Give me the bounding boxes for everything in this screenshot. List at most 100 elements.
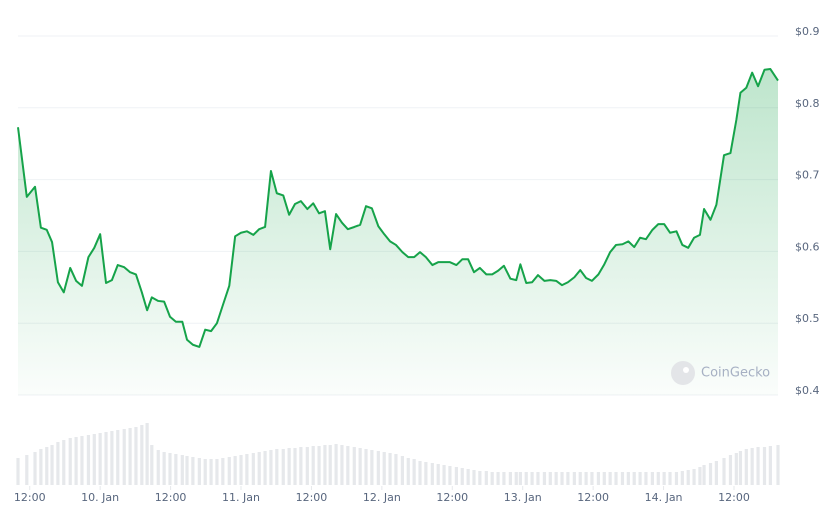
volume-bar xyxy=(168,453,172,485)
volume-bar xyxy=(104,432,108,485)
x-tick-label: 10. Jan xyxy=(81,491,119,504)
volume-bar xyxy=(110,431,114,485)
volume-bar xyxy=(708,463,713,485)
volume-bar xyxy=(478,471,482,485)
volume-bar xyxy=(536,472,540,485)
volume-bar xyxy=(245,454,249,485)
volume-bar xyxy=(275,449,279,485)
price-area xyxy=(18,69,778,395)
volume-bar xyxy=(156,450,160,485)
volume-bar xyxy=(602,472,606,485)
volume-bar xyxy=(394,454,398,485)
volume-bar xyxy=(776,445,780,485)
volume-bar xyxy=(299,447,303,485)
volume-bar xyxy=(74,437,78,485)
volume-bar xyxy=(738,451,743,485)
volume-bar xyxy=(548,472,552,485)
volume-bar xyxy=(418,461,422,485)
volume-bar xyxy=(50,445,54,485)
y-tick-label: $0.5 xyxy=(795,312,820,325)
volume-bar xyxy=(215,459,219,485)
volume-bar xyxy=(768,446,772,485)
volume-bar xyxy=(530,472,534,485)
volume-bar xyxy=(328,445,332,485)
volume-bar xyxy=(239,455,243,485)
volume-bar xyxy=(692,469,696,485)
volume-bar xyxy=(542,472,547,485)
volume-bar xyxy=(460,468,464,485)
volume-bar xyxy=(370,450,374,485)
volume-bar xyxy=(554,472,558,485)
volume-bar xyxy=(656,472,660,485)
volume-bar xyxy=(560,472,564,485)
volume-bar xyxy=(233,456,237,485)
volume-bar xyxy=(364,449,368,485)
volume-bar xyxy=(98,433,102,485)
x-tick-label: 12:00 xyxy=(436,491,468,504)
watermark: CoinGecko xyxy=(671,361,770,385)
volume-bar xyxy=(68,438,72,485)
volume-bar xyxy=(728,455,733,485)
volume-bar xyxy=(311,446,315,485)
x-tick-label: 14. Jan xyxy=(645,491,683,504)
volume-bar xyxy=(257,452,261,485)
volume-bar xyxy=(686,470,690,485)
y-tick-label: $0.7 xyxy=(795,169,820,182)
volume-bar xyxy=(650,472,655,485)
volume-bar xyxy=(436,464,440,485)
volume-bar xyxy=(442,465,446,485)
volume-bar xyxy=(448,466,452,485)
volume-bar xyxy=(197,458,201,485)
volume-bar xyxy=(722,458,726,485)
volume-bar xyxy=(269,450,273,485)
volume-bar xyxy=(674,472,679,485)
volume-bar xyxy=(524,472,528,485)
x-tick-label: 12:00 xyxy=(155,491,187,504)
volume-bar xyxy=(191,457,195,485)
price-line xyxy=(17,68,779,348)
volume-bar xyxy=(128,428,132,485)
volume-bar xyxy=(317,446,321,485)
volume-bar xyxy=(334,444,338,485)
y-tick-label: $0.6 xyxy=(795,240,820,253)
volume-bar xyxy=(662,472,666,485)
volume-bar xyxy=(584,472,588,485)
volume-bar xyxy=(287,448,291,485)
volume-bar xyxy=(750,448,754,485)
y-tick-label: $0.8 xyxy=(795,97,820,110)
volume-bar xyxy=(566,472,570,485)
volume-bar xyxy=(508,472,512,485)
volume-bar xyxy=(472,470,476,485)
volume-bar xyxy=(227,457,231,485)
volume-bar xyxy=(62,440,66,485)
volume-bar xyxy=(744,449,748,485)
x-tick-label: 11. Jan xyxy=(222,491,260,504)
volume-bar xyxy=(484,471,488,485)
volume-bar xyxy=(388,453,392,485)
volume-bar xyxy=(45,447,49,485)
volume-bar xyxy=(293,448,297,485)
watermark-logo xyxy=(671,361,695,385)
volume-bar xyxy=(263,451,267,485)
volume-bar xyxy=(92,434,96,485)
volume-bar xyxy=(734,453,738,485)
volume-bar xyxy=(620,472,625,485)
volume-bar xyxy=(33,452,37,485)
y-tick-label: $0.4 xyxy=(795,384,820,397)
volume-bar xyxy=(150,445,154,485)
volume-bar xyxy=(251,453,255,485)
volume-bar xyxy=(632,472,636,485)
y-tick-label: $0.9 xyxy=(795,25,820,38)
volume-bar xyxy=(496,472,500,485)
volume-bar xyxy=(358,448,362,485)
volume-bar xyxy=(466,469,470,485)
volume-bar xyxy=(185,456,189,485)
x-tick-label: 13. Jan xyxy=(504,491,542,504)
volume-bar xyxy=(490,472,494,485)
volume-bar xyxy=(714,461,718,485)
x-tick-label: 12:00 xyxy=(577,491,609,504)
x-tick-label: 12:00 xyxy=(296,491,328,504)
volume-bar xyxy=(352,447,356,485)
